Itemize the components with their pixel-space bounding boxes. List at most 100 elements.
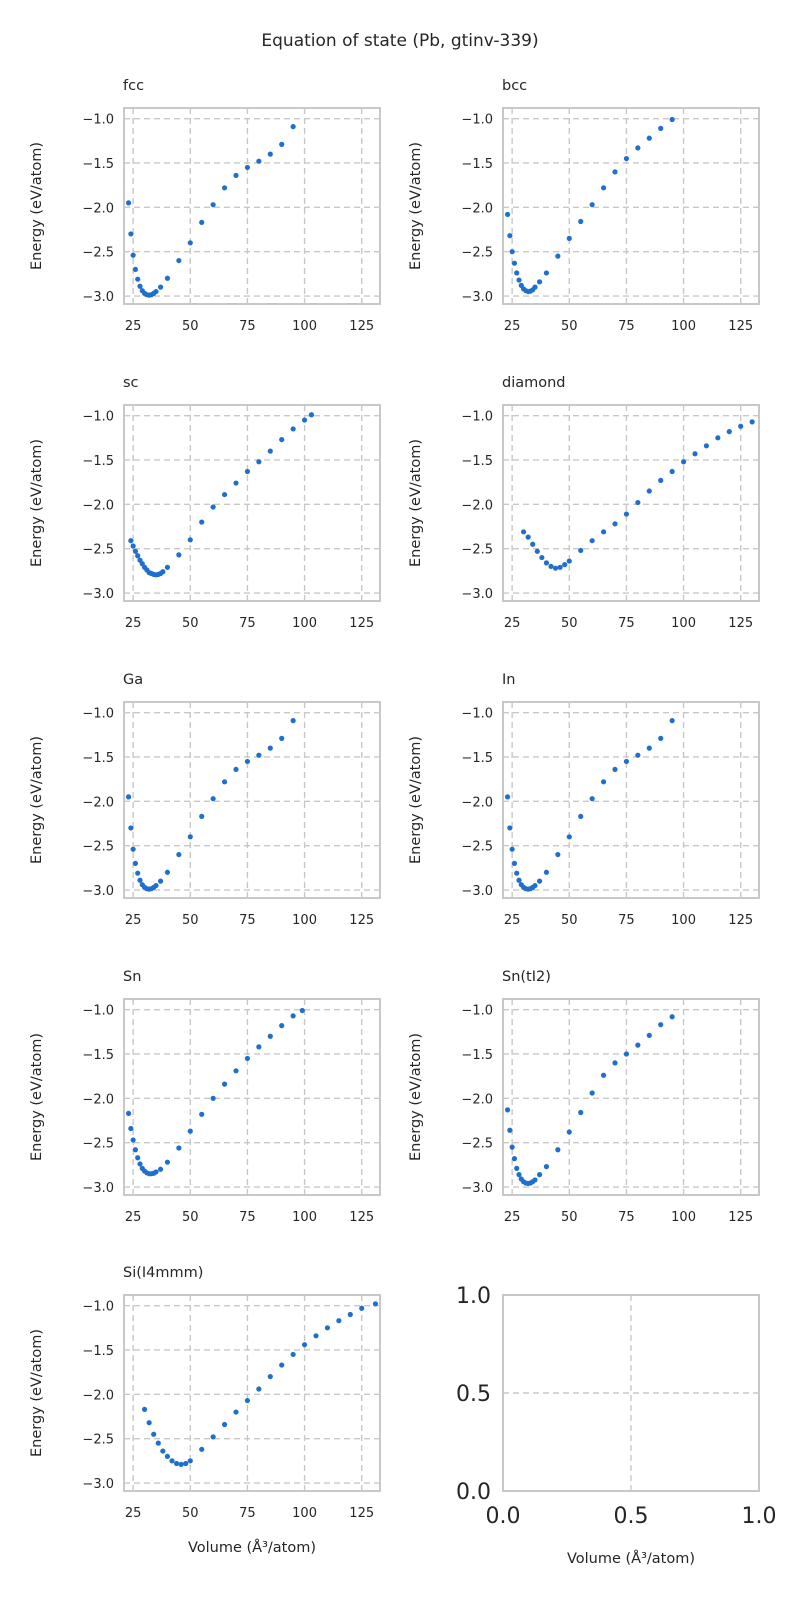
x-tick-label: 50 <box>182 913 199 928</box>
data-point <box>267 151 273 157</box>
y-tick-label: −1.5 <box>461 1048 493 1063</box>
data-point <box>178 1461 184 1467</box>
data-point <box>199 813 205 820</box>
data-point <box>153 288 159 295</box>
subplot-panel: Sn(tI2) 25 50 75 100 125 −1.0 −1.5 −2.0 −2.5 −3.0 E… <box>408 969 760 1225</box>
data-point <box>290 718 296 724</box>
data-point <box>233 1068 239 1074</box>
y-axis-label: Energy (eV/atom) <box>408 1033 424 1161</box>
data-point <box>516 1172 522 1178</box>
x-tick-label: 100 <box>292 1506 317 1521</box>
y-tick-label: −3.0 <box>461 290 493 305</box>
y-tick-label: −1.5 <box>82 157 114 172</box>
data-point <box>658 735 664 741</box>
data-point <box>160 569 166 575</box>
data-point <box>164 869 171 875</box>
data-point <box>233 480 239 486</box>
data-point <box>635 145 641 151</box>
x-tick-label: 125 <box>728 913 753 928</box>
x-tick-label: 50 <box>561 913 578 928</box>
x-tick-label: 100 <box>292 1210 317 1225</box>
subplot-title: fcc <box>123 78 144 94</box>
data-point <box>525 534 531 540</box>
data-point <box>589 538 595 544</box>
data-point <box>210 796 216 802</box>
y-tick-label: −1.5 <box>82 1048 114 1063</box>
data-point <box>600 529 607 535</box>
data-point <box>555 851 561 858</box>
plot-frame <box>123 1294 381 1492</box>
data-point <box>256 1044 262 1050</box>
data-point <box>279 436 285 443</box>
y-axis-label: Energy (eV/atom) <box>29 1329 45 1457</box>
plot-frame <box>123 701 381 899</box>
data-point <box>543 270 550 276</box>
data-point <box>514 1165 520 1171</box>
y-axis-label: Energy (eV/atom) <box>408 439 424 567</box>
data-point <box>536 1172 543 1178</box>
data-point <box>509 249 515 255</box>
plot-frame <box>502 701 760 899</box>
data-point <box>600 779 607 785</box>
x-tick-label: 75 <box>618 913 635 928</box>
data-point <box>290 124 296 130</box>
data-point <box>359 1305 365 1311</box>
data-point <box>578 813 584 820</box>
data-point <box>128 825 134 831</box>
data-point <box>578 1109 584 1116</box>
data-point <box>128 1125 134 1132</box>
data-point <box>566 558 572 564</box>
y-tick-label: −1.0 <box>461 113 493 128</box>
data-point <box>187 1128 193 1134</box>
data-point <box>504 211 511 218</box>
data-point <box>199 1111 205 1117</box>
data-point <box>532 1177 538 1183</box>
x-tick-label: 25 <box>125 1506 142 1521</box>
data-point <box>658 125 664 131</box>
data-point <box>612 169 618 175</box>
subplot-panel: In 25 50 75 100 125 −1.0 −1.5 −2.0 −2.5 −3.0 Energy… <box>408 672 760 928</box>
data-point <box>187 834 193 840</box>
subplot-title: Ga <box>123 672 143 688</box>
data-point <box>557 564 563 570</box>
y-tick-label: −1.5 <box>461 454 493 469</box>
data-point <box>256 752 262 758</box>
x-tick-label: 25 <box>504 616 521 631</box>
data-point <box>221 1081 228 1087</box>
data-point <box>578 547 584 554</box>
subplot-title: bcc <box>502 78 527 94</box>
data-point <box>199 1446 205 1452</box>
x-tick-label: 50 <box>182 616 199 631</box>
x-tick-label: 75 <box>239 1506 256 1521</box>
y-axis-label: Energy (eV/atom) <box>408 142 424 270</box>
data-point <box>125 1110 132 1117</box>
data-point <box>290 426 296 432</box>
y-axis-label: Energy (eV/atom) <box>29 736 45 864</box>
data-point <box>715 435 721 441</box>
subplot-title: In <box>502 672 515 688</box>
y-tick-label: −2.0 <box>461 795 493 810</box>
y-tick-label: −1.0 <box>82 113 114 128</box>
subplot-panel: Ga 25 50 75 100 125 −1.0 −1.5 −2.0 −2.5 −3.0 Energy… <box>29 672 381 928</box>
x-axis-label: Volume (Å³/atom) <box>188 1539 316 1556</box>
data-point <box>555 253 561 259</box>
data-point <box>157 878 164 884</box>
x-tick-label: 125 <box>728 616 753 631</box>
y-tick-label: −2.0 <box>82 201 114 216</box>
subplot-title: diamond <box>502 375 566 391</box>
data-point <box>578 218 584 225</box>
x-tick-label: 25 <box>504 1210 521 1225</box>
data-point <box>612 1060 618 1066</box>
y-tick-label: −2.5 <box>461 543 493 558</box>
data-point <box>566 235 572 241</box>
y-tick-label: −1.0 <box>82 1004 114 1019</box>
data-point <box>324 1325 331 1331</box>
y-tick-label: −3.0 <box>461 884 493 899</box>
y-tick-label: −2.0 <box>461 201 493 216</box>
y-tick-label: −1.0 <box>82 1300 114 1315</box>
data-point <box>221 185 228 191</box>
data-point <box>244 758 251 765</box>
y-tick-label: −3.0 <box>82 1477 114 1492</box>
data-point <box>562 562 568 568</box>
data-point <box>507 825 513 831</box>
